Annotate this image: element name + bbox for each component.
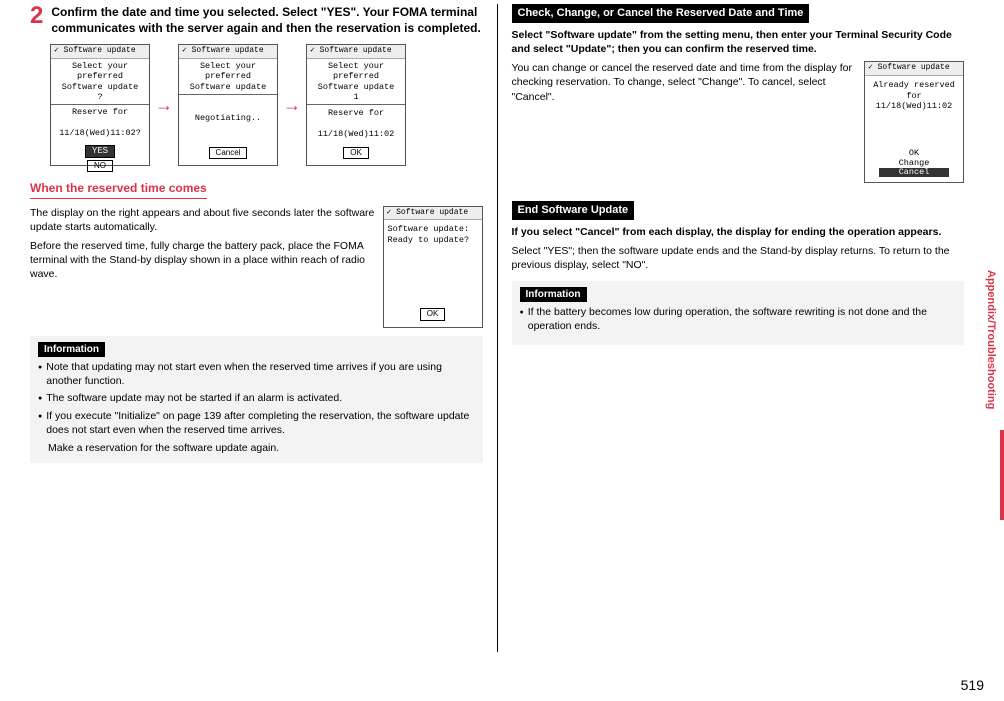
ok-button: OK — [420, 308, 446, 321]
check-bold: Select "Software update" from the settin… — [512, 28, 965, 56]
yes-button: YES — [85, 145, 115, 158]
check-heading: Check, Change, or Cancel the Reserved Da… — [512, 4, 810, 23]
info-label: Information — [38, 342, 105, 358]
side-bar — [1000, 430, 1004, 520]
page-number: 519 — [961, 676, 984, 695]
check-content: ✓ Software update Already reserved for11… — [512, 61, 965, 183]
info-subtext: Make a reservation for the software upda… — [48, 441, 475, 455]
step-instruction: Confirm the date and time you selected. … — [51, 4, 482, 36]
info-item: The software update may not be started i… — [38, 392, 475, 406]
arrow-icon: → — [155, 93, 173, 117]
screen-row: ✓ Software update Select your preferredS… — [50, 44, 483, 166]
info-block-left: Information Note that updating may not s… — [30, 336, 483, 464]
arrow-icon: → — [283, 93, 301, 117]
info-item: If you execute "Initialize" on page 139 … — [38, 410, 475, 437]
cancel-option: Cancel — [879, 168, 950, 177]
screen-3: ✓ Software update Select your preferredS… — [306, 44, 406, 166]
screen-1: ✓ Software update Select your preferredS… — [50, 44, 150, 166]
ok-button: OK — [343, 147, 369, 160]
no-button: NO — [87, 160, 113, 173]
step-number: 2 — [30, 4, 43, 36]
info-label: Information — [520, 287, 587, 303]
side-tab: Appendix/Troubleshooting — [983, 270, 998, 409]
info-block-right: Information If the battery becomes low d… — [512, 281, 965, 346]
end-bold: If you select "Cancel" from each display… — [512, 225, 965, 239]
end-heading: End Software Update — [512, 201, 635, 220]
end-para: Select "YES"; then the software update e… — [512, 244, 965, 272]
right-column: Check, Change, or Cancel the Reserved Da… — [498, 4, 975, 652]
reserved-content: ✓ Software update Software update:Ready … — [30, 206, 483, 328]
step-block: 2 Confirm the date and time you selected… — [30, 4, 483, 36]
screen-2: ✓ Software update Select your preferredS… — [178, 44, 278, 166]
info-item: If the battery becomes low during operat… — [520, 306, 957, 333]
screen-title: Software update — [64, 46, 136, 55]
cancel-button: Cancel — [209, 147, 248, 160]
left-column: 2 Confirm the date and time you selected… — [20, 4, 498, 652]
info-item: Note that updating may not start even wh… — [38, 361, 475, 388]
change-option: Change — [899, 158, 930, 168]
reserved-time-heading: When the reserved time comes — [30, 178, 483, 201]
check-screen: ✓ Software update Already reserved for11… — [864, 61, 964, 183]
reserved-screen: ✓ Software update Software update:Ready … — [383, 206, 483, 328]
